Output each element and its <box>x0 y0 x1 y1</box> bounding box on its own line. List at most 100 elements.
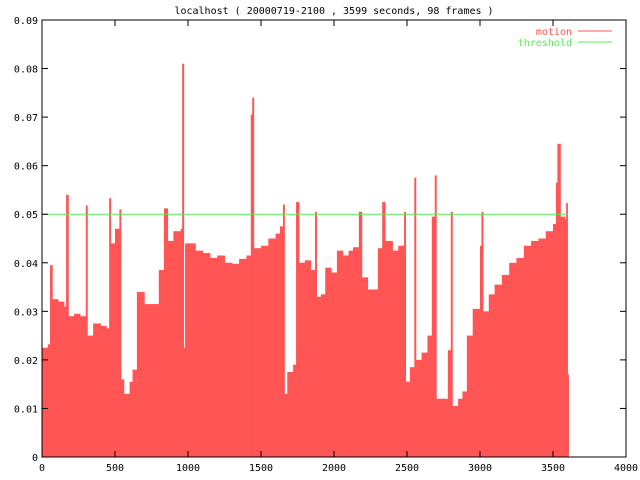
motion-bar <box>462 391 468 457</box>
motion-bar <box>47 344 51 457</box>
motion-bar <box>158 270 165 457</box>
motion-bar <box>342 255 350 457</box>
motion-bar <box>115 228 120 457</box>
motion-bar <box>516 257 525 457</box>
motion-bar <box>110 243 116 457</box>
motion-bar <box>523 245 532 457</box>
motion-bar <box>74 313 81 457</box>
motion-bar <box>414 177 417 457</box>
motion-bar <box>392 250 399 457</box>
motion-bar <box>348 250 354 457</box>
motion-bar <box>436 398 444 457</box>
motion-bar <box>253 248 262 457</box>
motion-bar <box>320 294 326 457</box>
motion-bar <box>298 262 306 457</box>
motion-bar <box>296 202 300 457</box>
motion-bar <box>50 265 53 457</box>
motion-bar <box>352 247 360 457</box>
y-tick-label: 0.06 <box>14 162 38 173</box>
motion-bar <box>304 260 312 457</box>
motion-bar <box>183 347 186 457</box>
motion-bar <box>443 398 449 457</box>
y-tick-label: 0.02 <box>14 356 38 367</box>
motion-bar <box>85 205 88 457</box>
legend-label-threshold: threshold <box>518 38 572 49</box>
motion-bar <box>217 255 225 457</box>
x-tick-label: 3000 <box>468 463 492 474</box>
x-tick-label: 2000 <box>322 463 346 474</box>
motion-bar <box>472 308 481 457</box>
motion-bar <box>325 267 332 457</box>
motion-bar <box>566 203 568 457</box>
motion-bar <box>421 352 428 457</box>
motion-bar <box>331 272 338 457</box>
motion-bar <box>58 301 65 457</box>
motion-bar <box>452 406 459 457</box>
motion-bar <box>52 299 59 457</box>
y-tick-label: 0.07 <box>14 113 38 124</box>
motion-bar <box>336 250 344 457</box>
motion-bar <box>434 175 437 457</box>
motion-bar <box>185 243 196 457</box>
y-tick-label: 0.08 <box>14 65 38 76</box>
motion-bar <box>531 240 539 457</box>
motion-bar <box>100 325 107 457</box>
motion-bar <box>250 114 253 458</box>
motion-bar <box>163 208 169 457</box>
motion-bar <box>87 335 94 457</box>
motion-bar <box>398 245 405 457</box>
motion-bar <box>144 304 154 457</box>
motion-bar <box>409 367 415 457</box>
motion-bar <box>431 216 436 457</box>
motion-bar <box>120 379 125 457</box>
motion-bar <box>132 369 138 457</box>
motion-bar <box>385 240 393 457</box>
motion-bar <box>167 240 174 457</box>
x-tick-label: 4000 <box>614 463 638 474</box>
motion-bar <box>282 204 285 457</box>
motion-bar <box>480 245 482 457</box>
motion-bar <box>567 374 569 457</box>
motion-bar <box>450 211 453 457</box>
y-tick-label: 0.05 <box>14 210 38 221</box>
motion-bar <box>195 250 204 457</box>
x-tick-label: 0 <box>39 463 45 474</box>
motion-bar <box>509 262 517 457</box>
motion-bar <box>231 263 240 457</box>
motion-bar <box>361 277 369 457</box>
motion-bar <box>415 359 423 457</box>
x-tick-label: 500 <box>106 463 124 474</box>
motion-bar <box>275 233 281 457</box>
motion-bar <box>239 258 247 457</box>
motion-bar <box>63 306 67 457</box>
motion-bar <box>316 296 322 457</box>
motion-bar <box>488 294 496 457</box>
motion-bar <box>373 289 379 457</box>
motion-bar <box>466 335 474 457</box>
motion-bar <box>261 245 269 457</box>
motion-bar <box>310 270 316 457</box>
motion-bar <box>93 323 101 457</box>
motion-bar <box>123 393 131 457</box>
motion-bar <box>494 284 503 457</box>
motion-bar <box>42 347 49 457</box>
motion-bar <box>202 253 211 457</box>
legend: motion threshold <box>518 27 612 49</box>
motion-bar <box>315 211 317 457</box>
motion-bar <box>152 304 160 457</box>
motion-bar <box>382 202 386 457</box>
y-tick-label: 0.09 <box>14 16 38 27</box>
motion-bar <box>119 209 122 457</box>
motion-bar <box>405 381 411 457</box>
motion-bar <box>564 219 567 457</box>
motion-bar <box>252 97 255 457</box>
motion-bar <box>182 63 185 457</box>
motion-bar <box>173 231 182 457</box>
y-tick-label: 0 <box>32 453 38 464</box>
motion-bar <box>404 211 407 457</box>
motion-bar <box>447 350 452 457</box>
motion-bar <box>268 238 277 457</box>
motion-bar <box>367 289 374 457</box>
motion-bar <box>560 216 566 457</box>
